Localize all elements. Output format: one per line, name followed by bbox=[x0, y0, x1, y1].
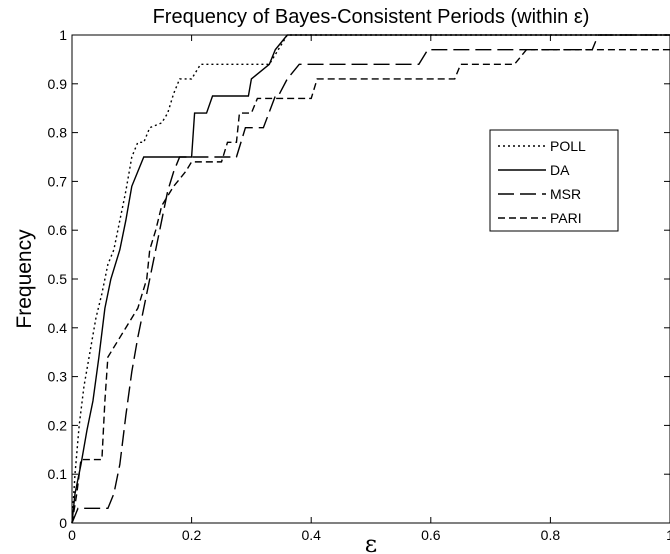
y-tick-label: 1 bbox=[59, 27, 67, 43]
y-tick-label: 0.6 bbox=[48, 222, 68, 238]
series-line-pari bbox=[71, 48, 670, 524]
y-tick-label: 0.7 bbox=[48, 173, 68, 189]
legend-label-pari: PARI bbox=[550, 210, 582, 226]
y-tick-label: 0.1 bbox=[48, 466, 68, 482]
series-line-da bbox=[71, 34, 670, 524]
plot-area bbox=[71, 34, 670, 524]
y-tick-label: 0.4 bbox=[48, 320, 68, 336]
x-axis-label: ε bbox=[365, 530, 377, 554]
y-tick-label: 0.5 bbox=[48, 271, 68, 287]
x-tick-label: 1 bbox=[666, 527, 670, 543]
legend: POLL DA MSR PARI bbox=[489, 129, 619, 232]
y-tick-label: 0.2 bbox=[48, 417, 68, 433]
legend-label-msr: MSR bbox=[550, 186, 581, 202]
series-layer bbox=[71, 34, 670, 524]
x-tick-label: 0.2 bbox=[182, 527, 202, 543]
legend-box bbox=[489, 129, 619, 232]
y-axis-label: Frequency bbox=[13, 229, 36, 329]
y-tick-label: 0.3 bbox=[48, 369, 68, 385]
x-tick-label: 0.4 bbox=[301, 527, 321, 543]
x-tick-label: 0.8 bbox=[541, 527, 561, 543]
y-tick-label: 0.9 bbox=[48, 76, 68, 92]
x-tick-label: 0 bbox=[68, 527, 76, 543]
series-line-msr bbox=[71, 34, 670, 524]
y-tick-label: 0 bbox=[59, 515, 67, 531]
axis-ticks: 0 0.2 0.4 0.6 0.8 1 0 0.1 0.2 0.3 0.4 0.5 0.6 0.7 0.8 0… bbox=[48, 27, 670, 543]
y-tick-label: 0.8 bbox=[48, 125, 68, 141]
x-tick-label: 0.6 bbox=[421, 527, 441, 543]
legend-label-da: DA bbox=[550, 162, 570, 178]
legend-label-poll: POLL bbox=[550, 138, 586, 154]
chart-title: Frequency of Bayes-Consistent Periods (w… bbox=[153, 6, 590, 28]
series-line-poll bbox=[71, 34, 670, 524]
